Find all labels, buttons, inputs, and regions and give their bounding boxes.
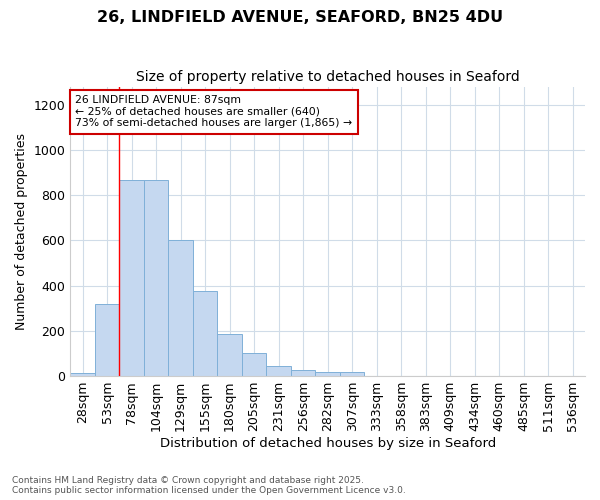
X-axis label: Distribution of detached houses by size in Seaford: Distribution of detached houses by size … — [160, 437, 496, 450]
Bar — [291, 370, 316, 376]
Text: 26, LINDFIELD AVENUE, SEAFORD, BN25 4DU: 26, LINDFIELD AVENUE, SEAFORD, BN25 4DU — [97, 10, 503, 25]
Bar — [193, 292, 217, 376]
Text: Contains HM Land Registry data © Crown copyright and database right 2025.
Contai: Contains HM Land Registry data © Crown c… — [12, 476, 406, 495]
Y-axis label: Number of detached properties: Number of detached properties — [15, 133, 28, 330]
Bar — [95, 304, 119, 376]
Bar — [242, 354, 266, 376]
Bar — [169, 240, 193, 376]
Bar — [119, 180, 144, 376]
Bar — [144, 180, 169, 376]
Text: 26 LINDFIELD AVENUE: 87sqm
← 25% of detached houses are smaller (640)
73% of sem: 26 LINDFIELD AVENUE: 87sqm ← 25% of deta… — [76, 95, 353, 128]
Bar — [340, 372, 364, 376]
Bar — [316, 372, 340, 376]
Bar — [70, 374, 95, 376]
Title: Size of property relative to detached houses in Seaford: Size of property relative to detached ho… — [136, 70, 520, 84]
Bar — [217, 334, 242, 376]
Bar — [266, 366, 291, 376]
